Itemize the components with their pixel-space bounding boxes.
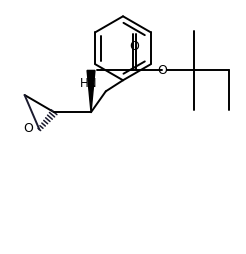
Text: O: O — [157, 64, 167, 77]
Polygon shape — [87, 70, 95, 112]
Text: HN: HN — [80, 76, 97, 90]
Text: O: O — [23, 122, 33, 135]
Text: O: O — [129, 40, 139, 53]
